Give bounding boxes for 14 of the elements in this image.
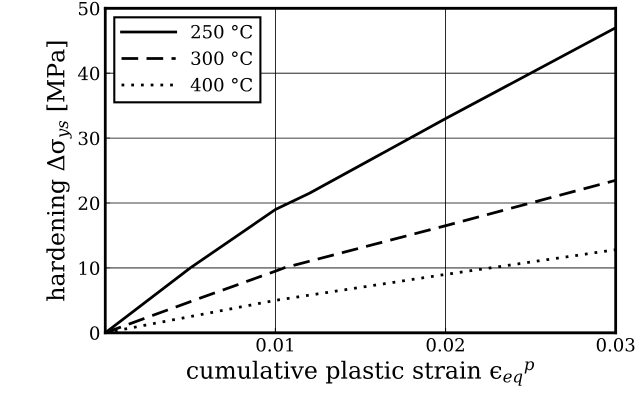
legend-label: 250 °C (191, 24, 252, 39)
legend-label: 400 °C (190, 78, 252, 92)
y-axis-title: hardening Δσ$_{ys}$ [MPa] (46, 42, 72, 301)
x-tick-label: 0.03 (596, 338, 634, 352)
y-tick-label: 20 (78, 196, 100, 210)
x-tick-label: 0.01 (256, 338, 293, 352)
legend-label: 300 °C (192, 51, 252, 66)
y-tick-label: 50 (78, 2, 100, 16)
x-axis-title: cumulative plastic strain ϵ$_{eq}$$^{p}$ (187, 360, 534, 386)
y-tick-label: 0 (90, 326, 100, 340)
y-tick-label: 30 (78, 132, 100, 146)
x-tick-label: 0.02 (426, 338, 464, 352)
y-tick-label: 40 (78, 66, 100, 80)
y-tick-label: 10 (80, 261, 100, 276)
